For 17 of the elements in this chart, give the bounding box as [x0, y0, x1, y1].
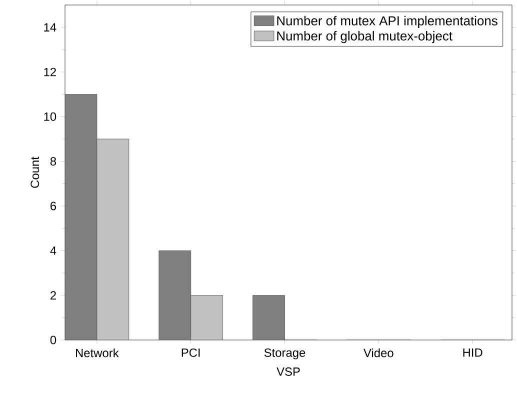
x-tick-label: PCI	[182, 348, 200, 357]
y-axis-title: Count	[30, 156, 40, 188]
y-tick-label: 10	[44, 112, 56, 121]
y-tick-label: 2	[50, 291, 56, 300]
y-tick-label: 4	[50, 246, 56, 255]
y-tick-label: 12	[44, 68, 56, 76]
y-tick-label: 0	[50, 336, 56, 344]
legend-label: Number of mutex API implementations	[277, 16, 498, 28]
y-tick-label: 14	[44, 23, 56, 32]
x-tick-label: HID	[463, 348, 482, 357]
y-tick-label: 6	[50, 202, 56, 210]
y-tick-label: 8	[50, 157, 56, 166]
legend-label: Number of global mutex-object	[277, 31, 452, 44]
x-tick-label: Network	[76, 348, 119, 358]
x-tick-label: Storage	[264, 348, 306, 360]
x-tick-label: Video	[364, 348, 394, 358]
x-axis-title: VSP	[276, 367, 300, 376]
